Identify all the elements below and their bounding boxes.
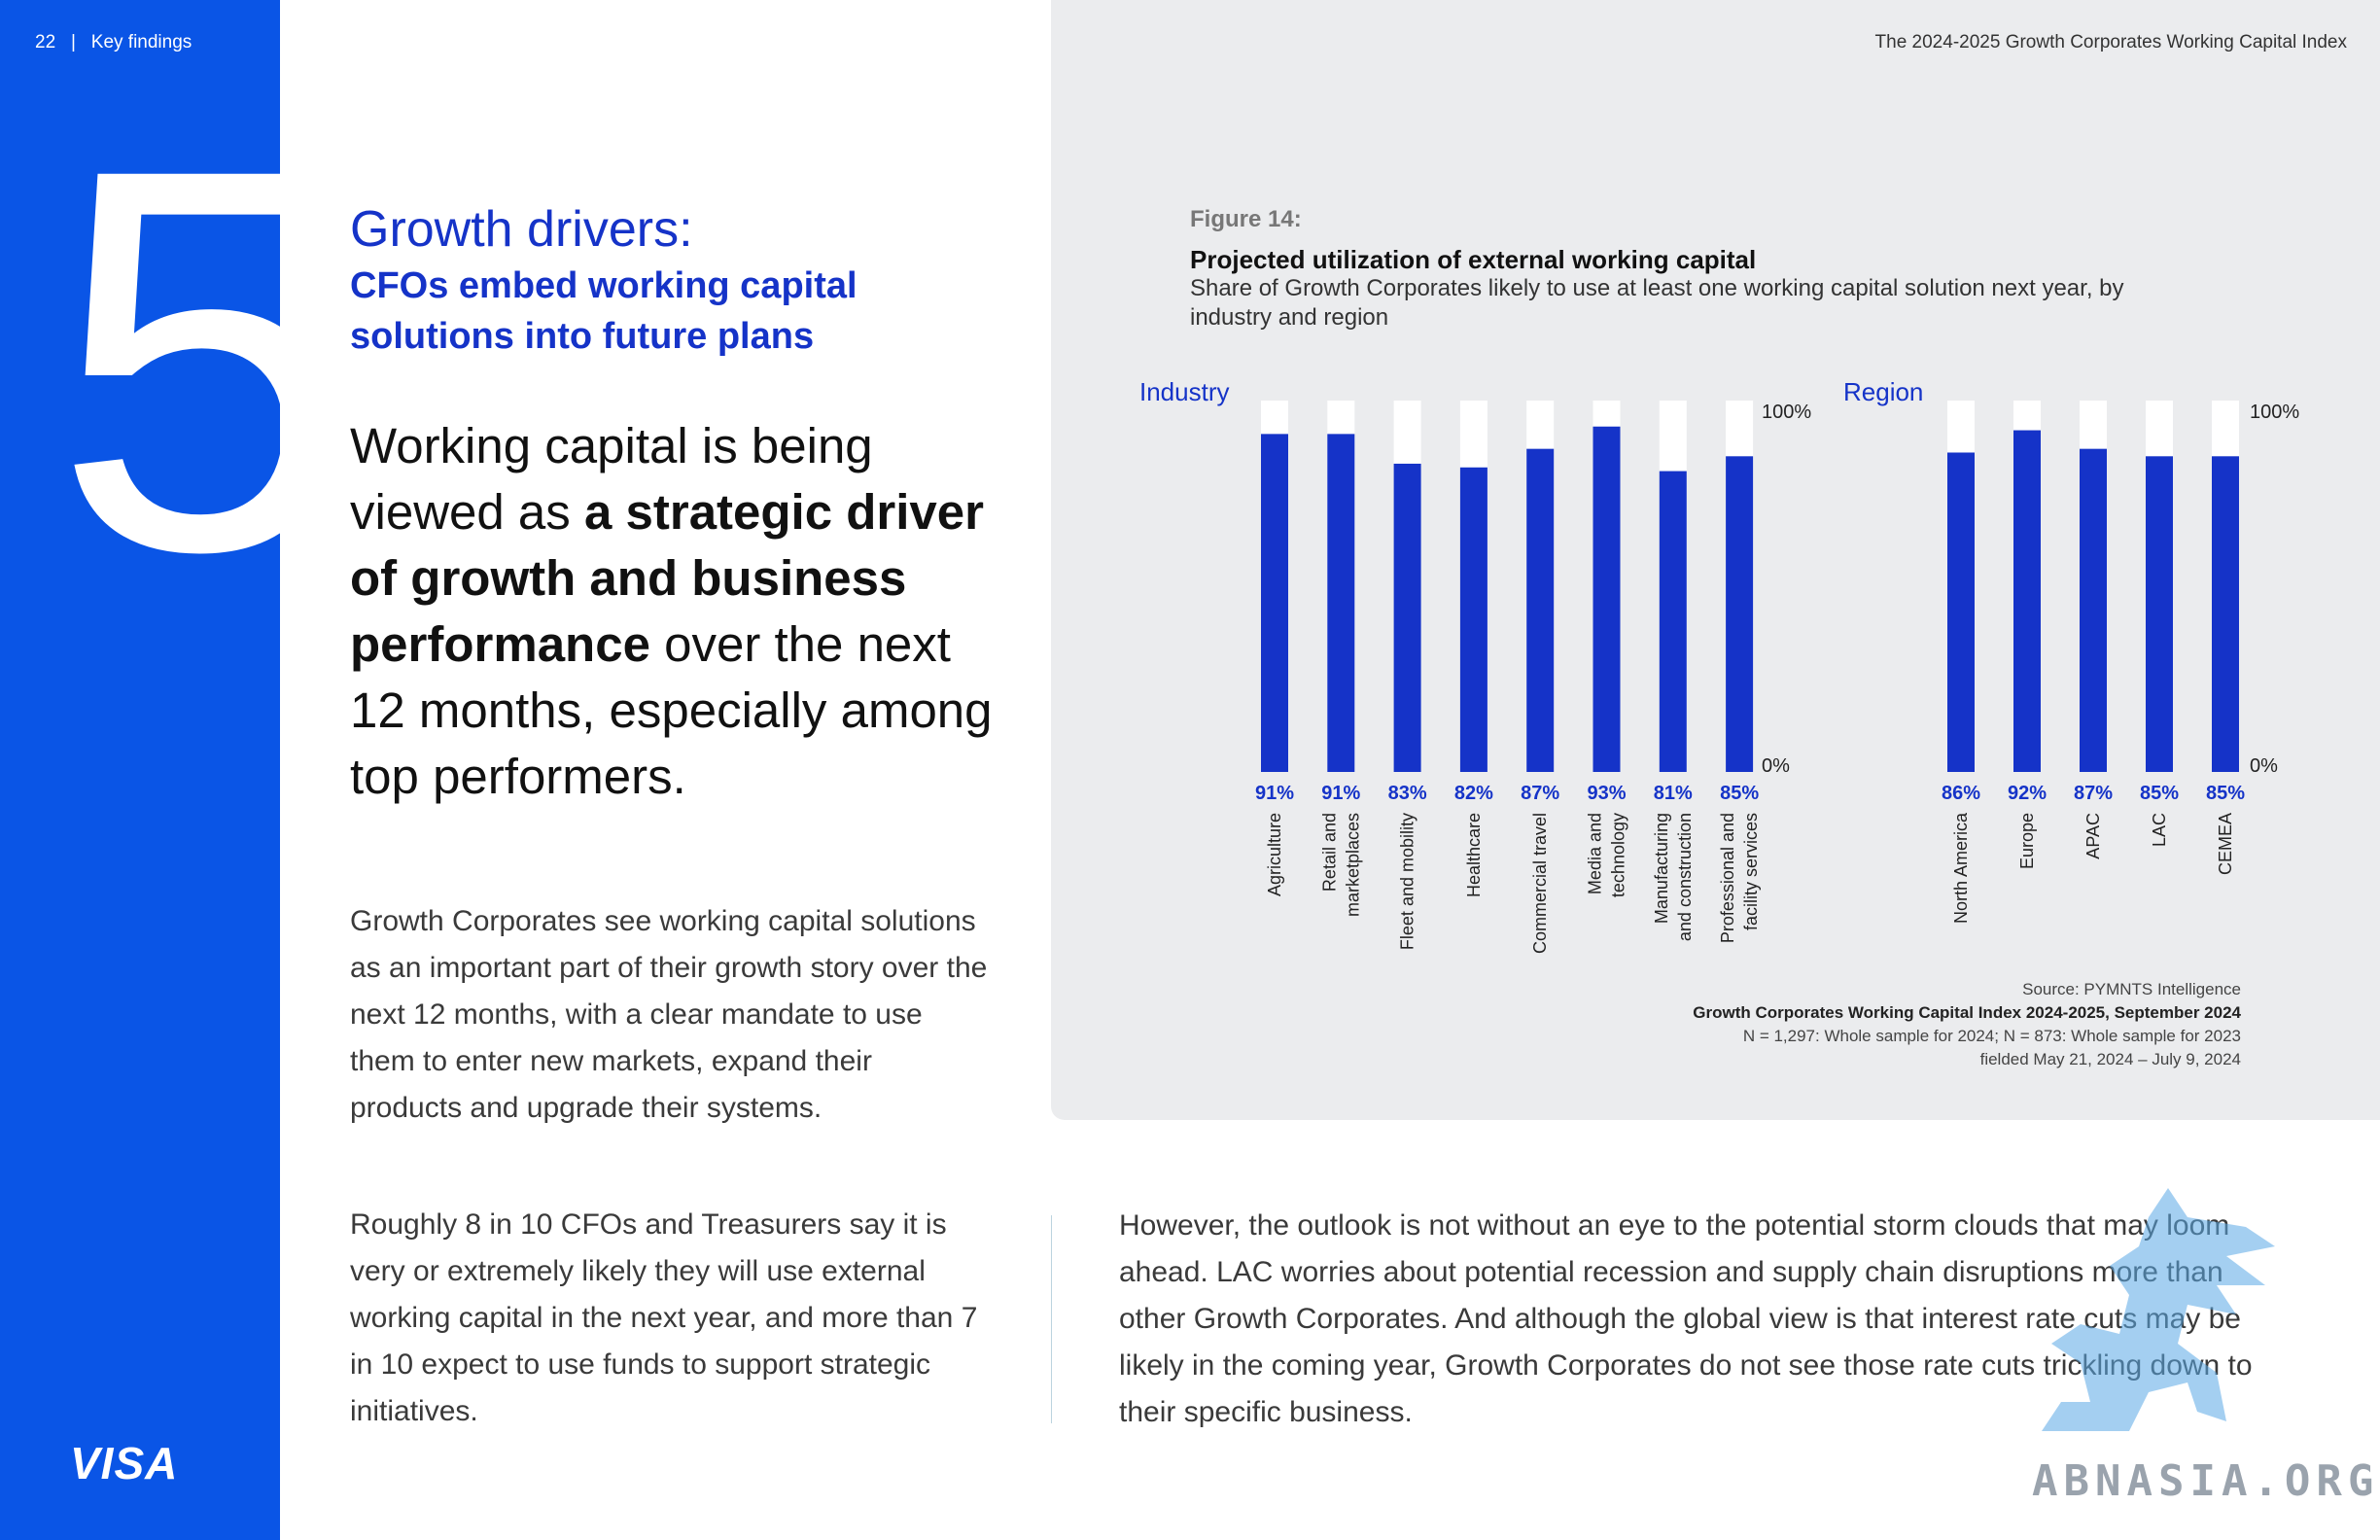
category-label: CEMEA [2216,813,2235,875]
griffin-watermark-icon [2042,1188,2275,1431]
data-label: 85% [1720,783,1759,804]
bar [2080,448,2107,772]
category-label: Europe [2017,813,2037,869]
category-label: Retail and marketplaces [1319,813,1362,917]
bar [2013,430,2041,772]
section-name: Key findings [90,32,192,52]
body-paragraph-3: However, the outlook is not without an e… [1119,1209,2253,1428]
bar-chart: Industry 100% 0% 91% Agriculture 91% Retail an… [1139,377,2299,954]
finding-title: Growth drivers: CFOs embed working capit… [350,198,1011,362]
source-line-3: N = 1,297: Whole sample for 2024; N = 87… [1742,1027,2241,1045]
y-tick-max-0: 100% [1762,402,1811,423]
category-label: Commercial travel [1530,813,1550,954]
bar [2146,456,2173,772]
finding-title-line1: Growth drivers: [350,201,693,258]
data-label: 87% [2074,783,2113,804]
figure-title: Projected utilization of external workin… [1190,245,1757,274]
category-label: Professional and facility services [1718,813,1761,943]
bar [2212,456,2239,772]
bar [1947,452,1975,772]
category-label: LAC [2150,813,2169,847]
data-label: 85% [2140,783,2179,804]
body-paragraph-2: Roughly 8 in 10 CFOs and Treasurers say … [350,1208,978,1427]
lead-statement: Working capital is being viewed as a str… [350,413,1011,810]
data-label: 82% [1454,783,1493,804]
sidebar: 22 | Key findings 5 VISA [0,0,355,1540]
chart-title-0: Industry [1139,377,1230,406]
category-label: Media and technology [1586,813,1628,897]
chart-source: Source: PYMNTS Intelligence Growth Corpo… [1693,978,2241,1071]
data-label: 86% [1942,783,1980,804]
category-label: Healthcare [1464,813,1484,897]
bar [1659,471,1687,772]
watermark-text: ABNASIA.ORG [2032,1456,2380,1506]
bar [1327,434,1355,772]
page-number: 22 [35,32,56,52]
category-label: Fleet and mobility [1398,813,1418,950]
data-label: 81% [1654,783,1693,804]
bar [1526,448,1555,772]
category-label: North America [1951,812,1971,924]
source-line-1: Source: PYMNTS Intelligence [2022,980,2241,998]
data-label: 93% [1587,783,1626,804]
bar [1393,463,1421,772]
source-line-4: fielded May 21, 2024 – July 9, 2024 [1979,1050,2241,1068]
finding-title-line2: CFOs embed working capital solutions int… [350,265,858,357]
figure-subtitle: Share of Growth Corporates likely to use… [1190,275,2124,331]
body-paragraph-1: Growth Corporates see working capital so… [350,905,988,1124]
report-title: The 2024-2025 Growth Corporates Working … [1874,32,2347,52]
figure-label: Figure 14: [1190,206,1302,232]
page-header-left: 22 | Key findings [35,32,192,53]
data-label: 92% [2008,783,2047,804]
column-divider [1051,1215,1052,1423]
visa-logo: VISA [70,1438,179,1488]
source-line-2: Growth Corporates Working Capital Index … [1693,1003,2241,1022]
lead-part1: Working capital is being viewed as [350,418,873,540]
data-label: 87% [1521,783,1559,804]
lead-part2: over the next 12 months, especially amon… [350,616,993,804]
y-tick-max-1: 100% [2250,402,2299,423]
header-separator: | [70,32,76,52]
bar [1261,434,1288,772]
y-tick-min-0: 0% [1762,755,1790,777]
data-label: 91% [1321,783,1360,804]
finding-number: 5 [52,55,356,664]
data-label: 83% [1388,783,1427,804]
bar [1459,467,1488,772]
category-label: Manufacturing and construction [1652,813,1695,941]
data-label: 85% [2206,783,2245,804]
lead-bold: a strategic driver of growth and busines… [350,484,985,672]
data-label: 91% [1255,783,1294,804]
y-tick-min-1: 0% [2250,755,2278,777]
bar [1726,456,1754,772]
category-label: APAC [2083,813,2103,859]
bar [1592,426,1621,772]
category-label: Agriculture [1265,813,1284,896]
chart-title-1: Region [1843,377,1923,406]
